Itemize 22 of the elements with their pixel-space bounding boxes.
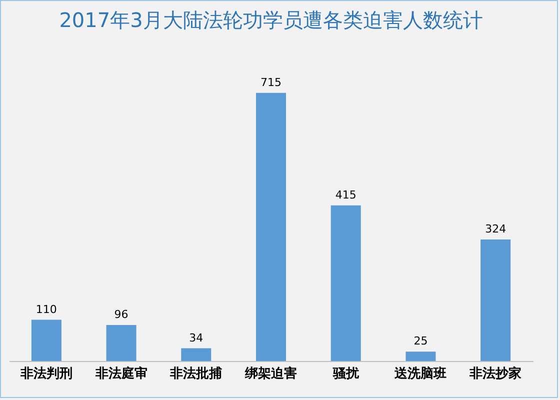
data-label: 25 (414, 334, 428, 348)
x-tick-label: 非法抄家 (468, 366, 522, 382)
data-label: 96 (114, 308, 128, 321)
data-label: 715 (260, 76, 282, 89)
bar (256, 92, 286, 361)
x-tick-label: 骚扰 (332, 366, 360, 382)
data-label: 415 (335, 188, 356, 202)
bar (181, 348, 212, 361)
data-label: 110 (36, 302, 57, 316)
bar (480, 240, 511, 361)
data-label: 324 (485, 222, 506, 236)
x-tick-label: 非法庭审 (94, 366, 148, 382)
bar (31, 320, 62, 361)
chart-title: 2017年3月大陆法轮功学员遭各类迫害人数统计 (59, 8, 483, 32)
bar (406, 352, 436, 361)
x-tick-label: 非法判刑 (19, 366, 72, 382)
bar (330, 205, 361, 361)
x-tick-label: 绑架迫害 (244, 366, 297, 382)
x-tick-label: 送洗脑班 (394, 366, 447, 382)
data-label: 34 (189, 331, 204, 344)
x-tick-label: 非法批捕 (169, 366, 222, 382)
bar (106, 325, 136, 361)
